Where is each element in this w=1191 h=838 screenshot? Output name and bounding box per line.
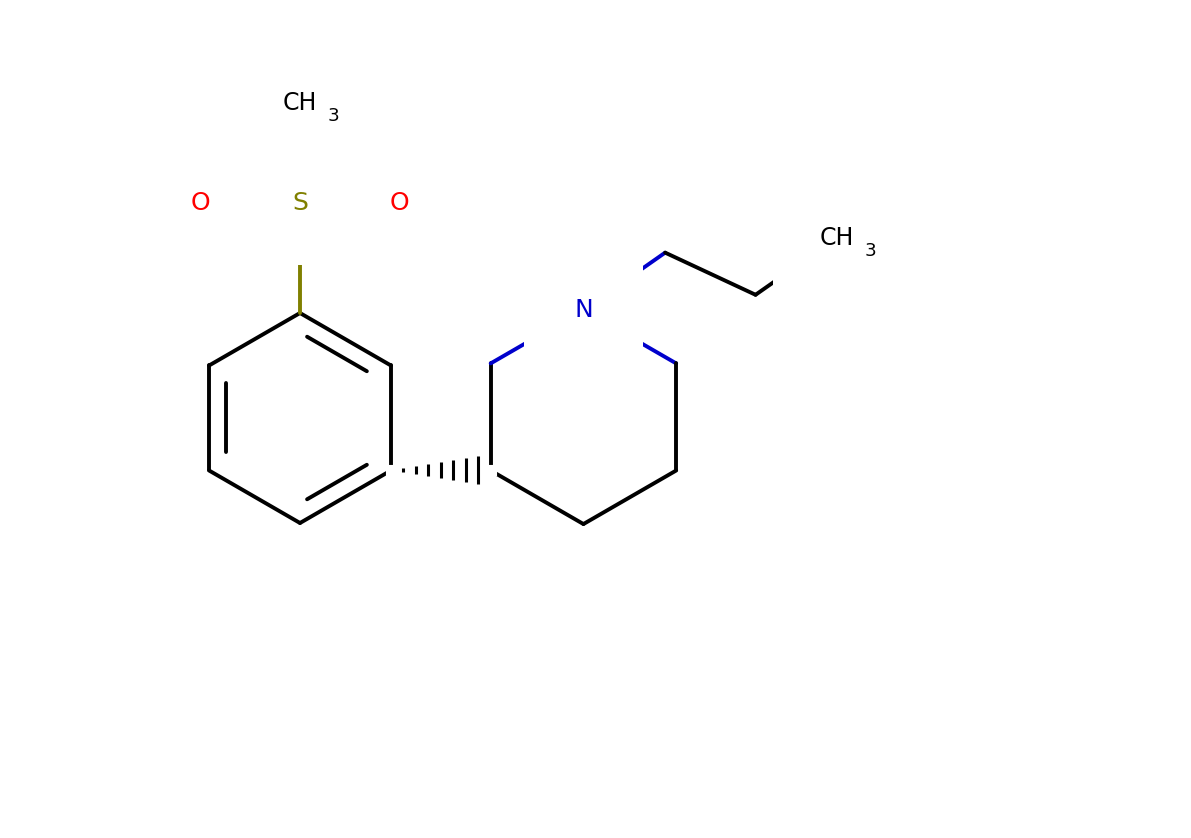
- Text: S: S: [292, 191, 308, 215]
- Text: CH: CH: [821, 225, 854, 250]
- Text: CH: CH: [282, 91, 317, 115]
- Text: 3: 3: [328, 107, 339, 125]
- Text: N: N: [574, 297, 593, 322]
- Text: O: O: [389, 191, 410, 215]
- Text: 3: 3: [865, 241, 877, 260]
- Text: O: O: [191, 191, 210, 215]
